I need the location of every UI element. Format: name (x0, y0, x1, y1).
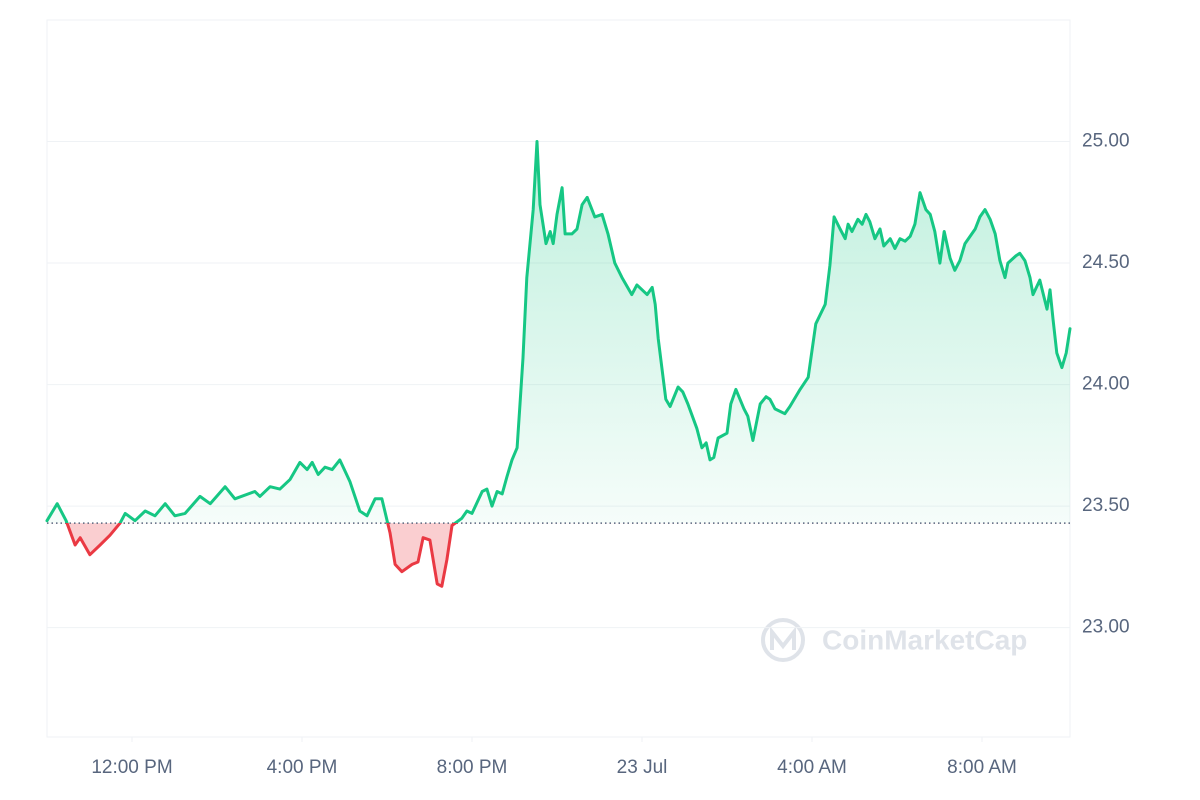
y-tick-label: 25.00 (1082, 131, 1130, 152)
x-tick-label: 8:00 PM (437, 757, 508, 778)
x-tick-label: 4:00 AM (777, 757, 847, 778)
x-tick-label: 12:00 PM (91, 757, 172, 778)
y-tick-label: 23.50 (1082, 495, 1130, 516)
watermark: CoinMarketCap (761, 618, 1027, 662)
price-area (47, 141, 1070, 587)
watermark-logo-mark (770, 626, 796, 650)
watermark-logo (761, 618, 805, 662)
y-tick-label: 24.50 (1082, 252, 1130, 273)
y-tick-label: 24.00 (1082, 374, 1130, 395)
y-tick-label: 23.00 (1082, 617, 1130, 638)
x-tick-label: 8:00 AM (947, 757, 1017, 778)
price-line (45, 140, 1072, 588)
watermark-text: CoinMarketCap (822, 624, 1027, 655)
x-tick-label: 4:00 PM (267, 757, 338, 778)
x-tick-label: 23 Jul (617, 757, 668, 778)
